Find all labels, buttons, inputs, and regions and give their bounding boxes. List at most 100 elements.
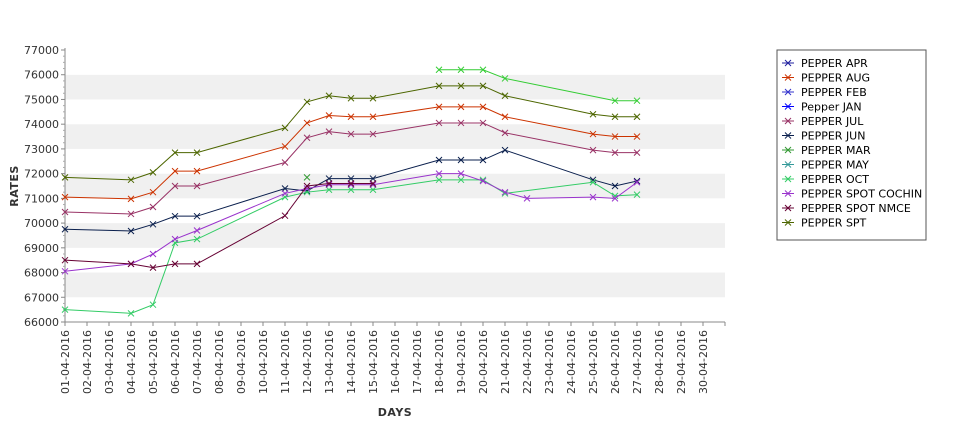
x-tick-label: 28-04-2016 (653, 330, 666, 394)
y-axis-ticks: 66000 67000 68000 69000 70000 71000 72000 73000… (24, 44, 65, 329)
data-point-marker (325, 175, 333, 182)
data-point-marker (501, 129, 509, 137)
data-point-marker (347, 113, 355, 121)
y-tick-label: 71000 (24, 192, 59, 205)
x-tick-label: 22-04-2016 (521, 330, 534, 394)
data-point-marker (149, 301, 157, 309)
data-point-marker (325, 186, 333, 194)
x-tick-label: 20-04-2016 (477, 330, 490, 394)
data-point-marker (281, 124, 289, 132)
legend-box (776, 49, 927, 241)
x-tick-label: 03-04-2016 (103, 330, 116, 394)
data-point-marker (281, 159, 289, 166)
data-point-marker (303, 119, 311, 127)
data-point-marker (193, 167, 201, 175)
data-point-marker (303, 182, 311, 190)
data-point-marker (303, 98, 311, 106)
data-point-marker (589, 193, 597, 201)
data-point-marker (61, 193, 69, 201)
y-tick-label: 77000 (24, 44, 59, 57)
x-tick-label: 07-04-2016 (191, 330, 204, 394)
data-point-marker (457, 82, 465, 90)
x-tick-label: 24-04-2016 (565, 330, 578, 394)
legend-label: PEPPER FEB (801, 86, 867, 99)
data-point-marker (435, 176, 443, 184)
series-line (64, 183, 373, 269)
data-point-marker (61, 173, 69, 181)
data-point-marker (61, 225, 69, 233)
data-point-marker (501, 113, 509, 121)
legend-item: PEPPER OCT (782, 173, 869, 186)
y-axis-title: RATES (8, 165, 21, 207)
x-tick-label: 29-04-2016 (675, 330, 688, 394)
data-point-marker (61, 208, 69, 216)
x-tick-label: 12-04-2016 (301, 330, 314, 394)
x-tick-label: 13-04-2016 (323, 330, 336, 394)
data-point-marker (435, 156, 443, 164)
data-point-marker (479, 119, 487, 127)
y-tick-label: 67000 (24, 291, 59, 304)
data-point-marker (633, 113, 641, 121)
data-point-marker (171, 167, 179, 175)
data-point-marker (479, 103, 487, 111)
grid-band (65, 99, 725, 125)
x-tick-label: 05-04-2016 (147, 330, 160, 394)
x-tick-label: 27-04-2016 (631, 330, 644, 394)
data-point-marker (369, 175, 377, 182)
data-point-marker (325, 92, 333, 100)
x-tick-label: 01-04-2016 (59, 330, 72, 394)
legend-item: PEPPER SPOT NMCE (782, 202, 911, 215)
data-point-marker (193, 182, 201, 190)
data-point-marker (193, 149, 201, 156)
data-point-marker (325, 112, 333, 119)
data-point-marker (171, 149, 179, 156)
legend-label: PEPPER MAY (801, 159, 869, 172)
data-point-marker (501, 188, 509, 196)
data-point-marker (589, 178, 597, 186)
data-point-marker (61, 256, 69, 264)
data-point-marker (281, 190, 289, 197)
legend-label: PEPPER SPT (801, 217, 867, 230)
legend-label: PEPPER SPOT NMCE (801, 202, 911, 215)
data-point-marker (369, 181, 377, 189)
data-point-marker (479, 156, 487, 164)
y-tick-label: 73000 (24, 143, 59, 156)
y-tick-label: 72000 (24, 168, 59, 181)
data-point-marker (171, 182, 179, 190)
data-point-marker (633, 149, 641, 156)
data-point-marker (347, 94, 355, 102)
y-tick-label: 70000 (24, 217, 59, 230)
data-point-marker (127, 195, 135, 203)
x-tick-label: 17-04-2016 (411, 330, 424, 394)
legend-label: PEPPER JUL (801, 115, 864, 128)
data-point-marker (611, 149, 619, 156)
y-tick-label: 75000 (24, 93, 59, 106)
legend-label: PEPPER AUG (801, 72, 870, 85)
data-point-marker (149, 203, 157, 211)
plot-background (64, 48, 725, 323)
data-point-marker (149, 169, 157, 176)
data-point-marker (457, 103, 465, 111)
data-point-marker (611, 182, 619, 190)
data-point-marker (611, 133, 619, 140)
legend-item: PEPPER APR (782, 57, 868, 70)
grid-band (65, 272, 725, 298)
x-tick-label: 14-04-2016 (345, 330, 358, 394)
grid-band (65, 297, 725, 322)
data-point-marker (589, 146, 597, 154)
legend-item: PEPPER MAR (782, 144, 871, 157)
data-point-marker (611, 195, 619, 202)
series-line (439, 69, 637, 102)
x-tick-label: 21-04-2016 (499, 330, 512, 394)
data-point-marker (611, 113, 619, 121)
data-point-marker (347, 175, 355, 182)
data-point-marker (127, 260, 135, 268)
data-point-marker (369, 113, 377, 121)
legend-label: Pepper JAN (801, 101, 862, 114)
data-point-marker (501, 92, 509, 100)
y-tick-label: 76000 (24, 69, 59, 82)
data-point-marker (61, 267, 69, 275)
data-point-marker (347, 130, 355, 138)
series-layer (61, 66, 641, 317)
